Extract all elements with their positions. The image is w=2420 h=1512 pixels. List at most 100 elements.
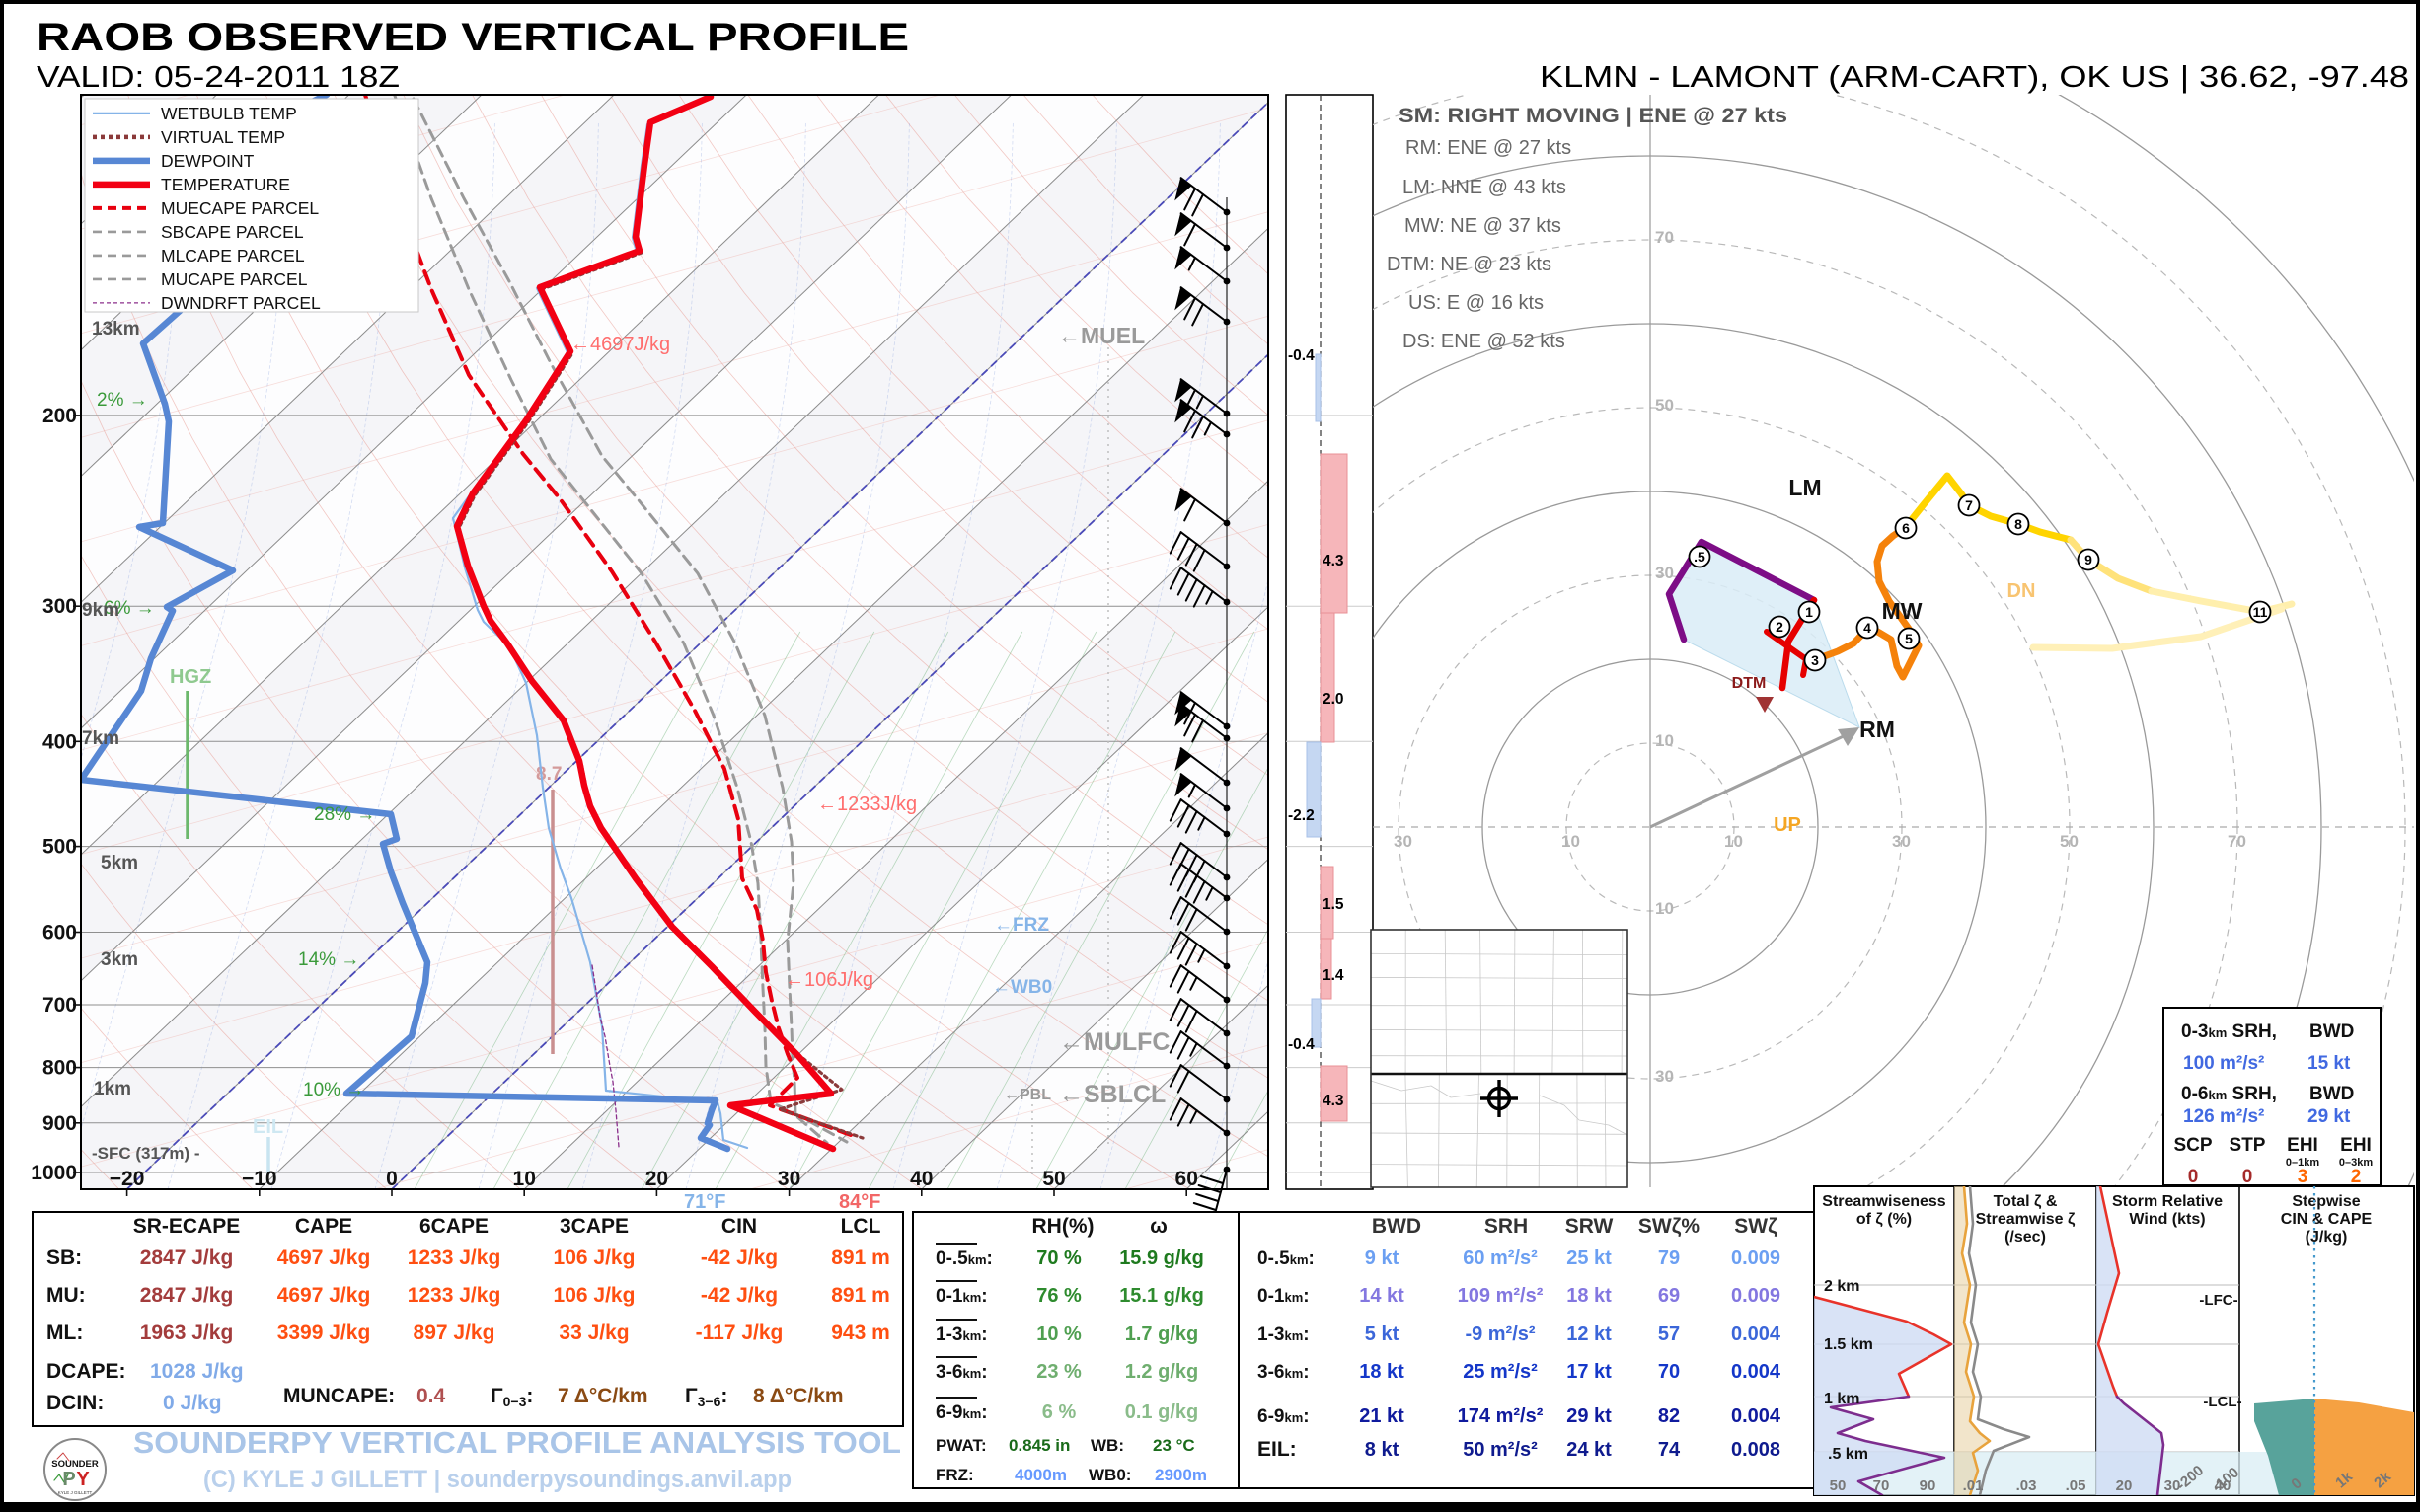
svg-text:CIN: CIN bbox=[721, 1215, 757, 1238]
svg-text:←WB0: ←WB0 bbox=[992, 977, 1052, 998]
svg-text:Wind (kts): Wind (kts) bbox=[2129, 1211, 2205, 1228]
svg-text:←4697J/kg: ←4697J/kg bbox=[570, 334, 670, 355]
svg-text:Stepwise: Stepwise bbox=[2292, 1193, 2360, 1210]
svg-text:50: 50 bbox=[1655, 396, 1674, 415]
svg-text:70: 70 bbox=[2228, 832, 2246, 851]
svg-text:0-3km SRH,: 0-3km SRH, bbox=[2181, 1021, 2277, 1042]
svg-text:←MULFC: ←MULFC bbox=[1059, 1028, 1170, 1056]
svg-text:40: 40 bbox=[2215, 1477, 2231, 1494]
svg-text:SWζ%: SWζ% bbox=[1638, 1215, 1700, 1238]
svg-text:EIL:: EIL: bbox=[1257, 1438, 1297, 1461]
svg-text:69: 69 bbox=[1658, 1285, 1680, 1307]
svg-text:1233 J/kg: 1233 J/kg bbox=[408, 1284, 501, 1307]
svg-text:.03: .03 bbox=[2016, 1477, 2037, 1494]
svg-text:82: 82 bbox=[1658, 1405, 1680, 1427]
svg-text:VALID: 05-24-2011 18Z: VALID: 05-24-2011 18Z bbox=[37, 59, 400, 94]
svg-text:70: 70 bbox=[1658, 1361, 1680, 1383]
svg-text:0-6km SRH,: 0-6km SRH, bbox=[2181, 1084, 2277, 1104]
svg-text:←MUEL: ←MUEL bbox=[1058, 323, 1145, 348]
svg-text:943 m: 943 m bbox=[831, 1322, 890, 1344]
svg-text:174 m²/s²: 174 m²/s² bbox=[1458, 1405, 1544, 1427]
svg-text:4000m: 4000m bbox=[1015, 1466, 1067, 1484]
svg-text:1.4: 1.4 bbox=[1323, 967, 1344, 984]
svg-text:50 m²/s²: 50 m²/s² bbox=[1463, 1439, 1538, 1461]
svg-text:109 m²/s²: 109 m²/s² bbox=[1458, 1285, 1544, 1307]
svg-text:-42 J/kg: -42 J/kg bbox=[701, 1284, 778, 1307]
svg-text:.5: .5 bbox=[1694, 549, 1705, 565]
svg-text:0-.5km:: 0-.5km: bbox=[936, 1248, 993, 1269]
svg-text:1 km: 1 km bbox=[1824, 1391, 1859, 1407]
svg-text:EHI: EHI bbox=[2287, 1135, 2318, 1156]
svg-text:18 kt: 18 kt bbox=[1359, 1361, 1404, 1383]
svg-text:5km: 5km bbox=[101, 853, 138, 873]
svg-text:600: 600 bbox=[42, 922, 77, 945]
svg-text:UP: UP bbox=[1774, 814, 1801, 836]
svg-text:2 km: 2 km bbox=[1824, 1278, 1859, 1295]
svg-text:-117 J/kg: -117 J/kg bbox=[696, 1322, 784, 1344]
svg-text:BWD: BWD bbox=[2309, 1084, 2354, 1104]
svg-text:KLMN - LAMONT (ARM-CART), OK U: KLMN - LAMONT (ARM-CART), OK US | 36.62,… bbox=[1540, 59, 2409, 94]
svg-text:10: 10 bbox=[1724, 832, 1743, 851]
svg-text:←FRZ: ←FRZ bbox=[994, 915, 1049, 936]
svg-text:400: 400 bbox=[42, 730, 77, 753]
svg-text:15 kt: 15 kt bbox=[2307, 1053, 2351, 1074]
svg-text:1963 J/kg: 1963 J/kg bbox=[140, 1322, 234, 1344]
svg-text:1.2 g/kg: 1.2 g/kg bbox=[1125, 1361, 1198, 1383]
svg-text:33 J/kg: 33 J/kg bbox=[559, 1322, 629, 1344]
svg-text:SOUNDER: SOUNDER bbox=[51, 1459, 99, 1470]
svg-text:21 kt: 21 kt bbox=[1359, 1405, 1404, 1427]
svg-text:MU:: MU: bbox=[46, 1284, 86, 1307]
svg-text:US: E @ 16 kts: US: E @ 16 kts bbox=[1408, 292, 1544, 314]
svg-text:1: 1 bbox=[1805, 604, 1813, 620]
svg-text:0: 0 bbox=[2188, 1167, 2199, 1187]
svg-text:DTM: DTM bbox=[1732, 675, 1767, 692]
svg-text:29 kt: 29 kt bbox=[1566, 1405, 1612, 1427]
svg-text:MUECAPE PARCEL: MUECAPE PARCEL bbox=[161, 198, 319, 218]
svg-text:DTM: NE @ 23 kts: DTM: NE @ 23 kts bbox=[1387, 254, 1551, 275]
svg-text:ML:: ML: bbox=[46, 1322, 83, 1344]
svg-text:3CAPE: 3CAPE bbox=[560, 1215, 629, 1238]
svg-text:2% →: 2% → bbox=[97, 390, 148, 411]
svg-text:MUCAPE PARCEL: MUCAPE PARCEL bbox=[161, 269, 308, 289]
svg-text:BWD: BWD bbox=[2309, 1021, 2354, 1042]
svg-text:1233 J/kg: 1233 J/kg bbox=[408, 1247, 501, 1269]
svg-text:DEWPOINT: DEWPOINT bbox=[161, 151, 255, 171]
svg-text:-LFC-: -LFC- bbox=[2199, 1292, 2237, 1309]
svg-text:4: 4 bbox=[1863, 620, 1871, 636]
svg-text:0.004: 0.004 bbox=[1731, 1323, 1781, 1345]
svg-text:SR-ECAPE: SR-ECAPE bbox=[133, 1215, 241, 1238]
svg-text:SBCAPE PARCEL: SBCAPE PARCEL bbox=[161, 222, 304, 242]
svg-text:70: 70 bbox=[1655, 228, 1674, 247]
svg-text:11: 11 bbox=[2253, 604, 2268, 620]
svg-text:20: 20 bbox=[2116, 1477, 2133, 1494]
svg-text:MW: MW bbox=[1882, 598, 1923, 624]
svg-text:LM: LM bbox=[1788, 475, 1821, 500]
svg-text:2: 2 bbox=[1776, 619, 1783, 635]
svg-text:500: 500 bbox=[42, 836, 77, 859]
svg-text:P: P bbox=[62, 1469, 75, 1490]
svg-text:17 kt: 17 kt bbox=[1566, 1361, 1612, 1383]
svg-text:15.9 g/kg: 15.9 g/kg bbox=[1119, 1247, 1204, 1269]
svg-text:-SFC (317m) -: -SFC (317m) - bbox=[92, 1144, 200, 1163]
svg-text:70: 70 bbox=[1873, 1477, 1890, 1494]
svg-text:50: 50 bbox=[1830, 1477, 1847, 1494]
svg-text:60 m²/s²: 60 m²/s² bbox=[1463, 1247, 1538, 1269]
svg-text:7 Δ°C/km: 7 Δ°C/km bbox=[558, 1385, 648, 1407]
svg-text:10% →: 10% → bbox=[303, 1080, 364, 1100]
svg-text:SWζ: SWζ bbox=[1734, 1215, 1777, 1238]
svg-text:.05: .05 bbox=[2066, 1477, 2086, 1494]
svg-text:106 J/kg: 106 J/kg bbox=[554, 1247, 636, 1269]
svg-text:0-1km:: 0-1km: bbox=[936, 1286, 988, 1307]
svg-text:SRH: SRH bbox=[1484, 1215, 1528, 1238]
svg-text:SCP: SCP bbox=[2173, 1135, 2212, 1156]
svg-text:25 kt: 25 kt bbox=[1566, 1247, 1612, 1269]
svg-text:1028 J/kg: 1028 J/kg bbox=[150, 1360, 244, 1383]
svg-text:←PBL: ←PBL bbox=[1004, 1087, 1051, 1103]
svg-text:(/sec): (/sec) bbox=[2004, 1229, 2046, 1246]
svg-text:1000: 1000 bbox=[31, 1162, 77, 1184]
svg-text:0.009: 0.009 bbox=[1731, 1285, 1780, 1307]
svg-text:6CAPE: 6CAPE bbox=[419, 1215, 489, 1238]
svg-text:Storm Relative: Storm Relative bbox=[2112, 1193, 2223, 1210]
svg-text:STP: STP bbox=[2230, 1135, 2266, 1156]
svg-text:.5 km: .5 km bbox=[1828, 1446, 1868, 1463]
